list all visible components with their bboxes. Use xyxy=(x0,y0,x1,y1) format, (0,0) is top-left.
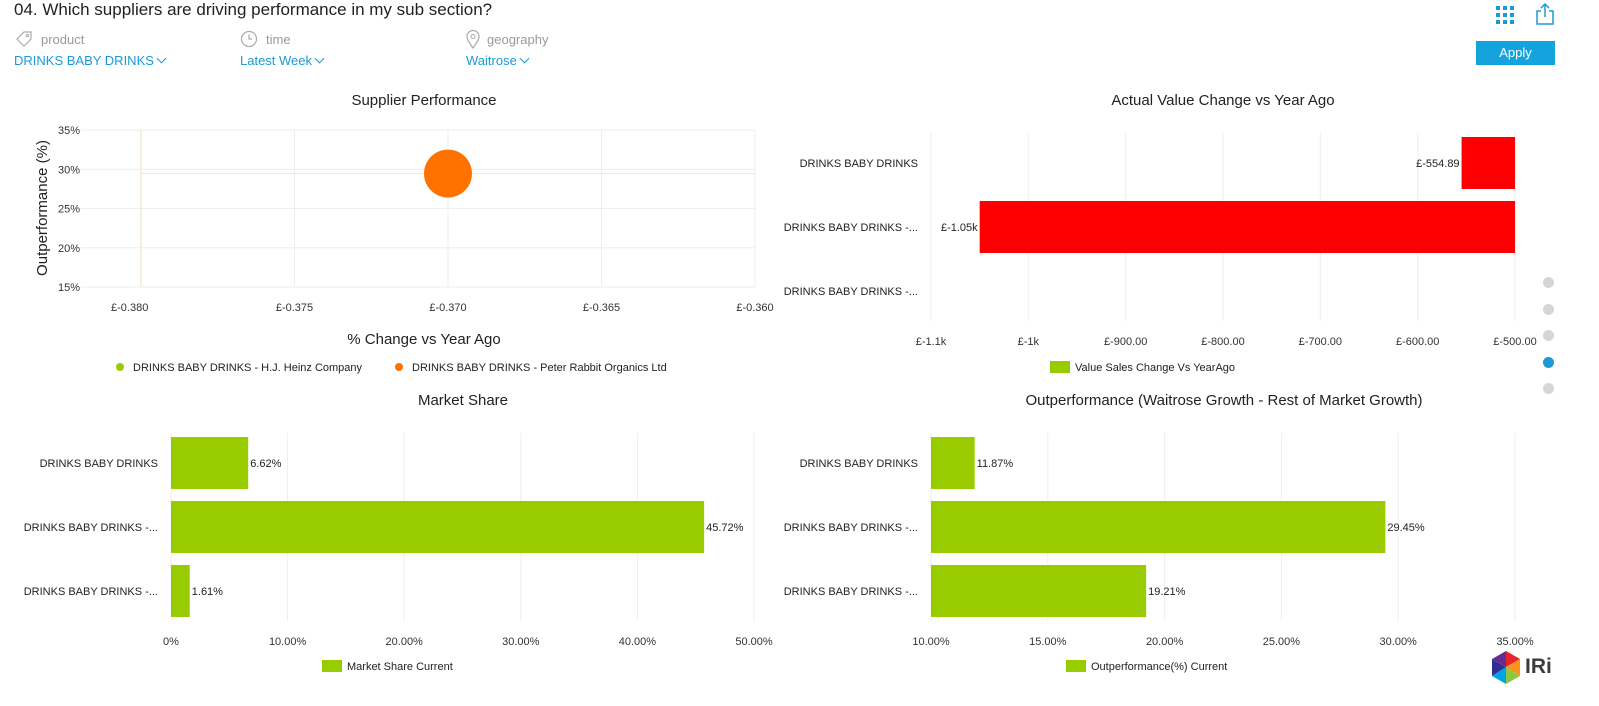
category-label: DRINKS BABY DRINKS -... xyxy=(24,586,158,598)
bar xyxy=(1461,137,1515,189)
x-tick-label: £-1k xyxy=(1018,336,1040,348)
y-tick-label: 15% xyxy=(58,282,80,294)
map-pin-icon xyxy=(465,29,481,54)
category-label: DRINKS BABY DRINKS xyxy=(40,458,158,470)
x-tick-label: 35.00% xyxy=(1496,636,1534,648)
geography-filter-dropdown[interactable]: Waitrose xyxy=(466,53,530,68)
y-tick-label: 30% xyxy=(58,164,80,176)
carousel-dot[interactable] xyxy=(1543,383,1554,394)
bar xyxy=(931,501,1386,553)
carousel-dot[interactable] xyxy=(1543,357,1554,368)
product-filter-label: product xyxy=(41,32,85,47)
data-label: 1.61% xyxy=(192,586,223,598)
market-share-title: Market Share xyxy=(417,392,509,409)
x-tick-label: £-500.00 xyxy=(1493,336,1536,348)
legend-label: DRINKS BABY DRINKS - Peter Rabbit Organi… xyxy=(412,362,667,374)
x-axis-title: % Change vs Year Ago xyxy=(347,331,500,348)
x-tick-label: 20.00% xyxy=(1146,636,1184,648)
carousel-dot[interactable] xyxy=(1543,304,1554,315)
scatter-point xyxy=(424,149,472,198)
bar xyxy=(171,501,705,553)
legend-marker xyxy=(1066,660,1086,672)
x-tick-label: 40.00% xyxy=(619,636,657,648)
x-tick-label: £-1.1k xyxy=(916,336,947,348)
geography-filter-label: geography xyxy=(487,32,549,47)
time-filter-label: time xyxy=(266,32,291,47)
time-filter-dropdown[interactable]: Latest Week xyxy=(240,53,325,68)
x-tick-label: £-0.380 xyxy=(111,302,148,314)
iri-logo-icon xyxy=(1490,650,1522,686)
page-title: 04. Which suppliers are driving performa… xyxy=(14,0,493,19)
x-tick-label: 10.00% xyxy=(269,636,307,648)
outperformance-chart: 10.00% 15.00% 20.00% 25.00% 30.00% 35.00% DRIN… xyxy=(784,433,1534,673)
value-change-title: Actual Value Change vs Year Ago xyxy=(1111,92,1335,109)
legend-marker xyxy=(116,363,124,371)
x-tick-label: £-800.00 xyxy=(1201,336,1244,348)
category-label: DRINKS BABY DRINKS -... xyxy=(24,522,158,534)
data-label: 6.62% xyxy=(250,458,281,470)
x-tick-label: £-0.375 xyxy=(276,302,313,314)
category-label: DRINKS BABY DRINKS -... xyxy=(784,586,918,598)
y-axis-title: Outperformance (%) xyxy=(34,140,51,276)
bar xyxy=(979,201,1515,253)
y-tick-label: 35% xyxy=(58,125,80,137)
legend-label: Market Share Current xyxy=(347,661,453,673)
market-share-chart: 0% 10.00% 20.00% 30.00% 40.00% 50.00% DRINKS B… xyxy=(24,433,773,673)
x-tick-label: £-0.370 xyxy=(429,302,466,314)
carousel-dot[interactable] xyxy=(1543,277,1554,288)
category-label: DRINKS BABY DRINKS -... xyxy=(784,286,918,298)
category-label: DRINKS BABY DRINKS -... xyxy=(784,522,918,534)
carousel-dot[interactable] xyxy=(1543,330,1554,341)
grid-menu-icon[interactable] xyxy=(1495,5,1515,30)
legend-marker xyxy=(322,660,342,672)
outperformance-title: Outperformance (Waitrose Growth - Rest o… xyxy=(1025,392,1423,409)
tag-icon xyxy=(15,30,33,53)
bar xyxy=(171,437,249,489)
x-tick-label: £-700.00 xyxy=(1299,336,1342,348)
product-filter-value: DRINKS BABY DRINKS xyxy=(14,53,154,68)
x-tick-label: £-900.00 xyxy=(1104,336,1147,348)
clock-icon xyxy=(240,30,258,53)
category-label: DRINKS BABY DRINKS xyxy=(800,458,918,470)
time-filter-value: Latest Week xyxy=(240,53,313,68)
x-tick-label: £-0.365 xyxy=(583,302,620,314)
x-tick-label: 25.00% xyxy=(1263,636,1301,648)
x-tick-label: 50.00% xyxy=(735,636,773,648)
x-tick-label: 20.00% xyxy=(386,636,424,648)
product-filter-dropdown[interactable]: DRINKS BABY DRINKS xyxy=(14,53,167,68)
data-label: £-554.89 xyxy=(1416,158,1459,170)
apply-button[interactable]: Apply xyxy=(1476,41,1555,65)
bar xyxy=(171,565,190,617)
data-label: 45.72% xyxy=(706,522,744,534)
legend-marker xyxy=(395,363,403,371)
category-label: DRINKS BABY DRINKS xyxy=(800,158,918,170)
y-tick-label: 20% xyxy=(58,243,80,255)
value-change-chart: £-1.1k £-1k £-900.00 £-800.00 £-700.00 £-600.… xyxy=(784,133,1537,374)
x-tick-label: £-600.00 xyxy=(1396,336,1439,348)
scatter-chart: £-0.380 £-0.375 £-0.370 £-0.365 £-0.360 15% 20… xyxy=(34,125,774,374)
x-tick-label: £-0.360 xyxy=(736,302,773,314)
supplier-performance-title: Supplier Performance xyxy=(351,92,497,109)
x-tick-label: 30.00% xyxy=(1380,636,1418,648)
data-label: 19.21% xyxy=(1148,586,1186,598)
legend-label: Value Sales Change Vs YearAgo xyxy=(1075,362,1235,374)
x-tick-label: 15.00% xyxy=(1029,636,1067,648)
y-tick-label: 25% xyxy=(58,204,80,216)
iri-logo-text: IRi xyxy=(1525,655,1552,678)
x-tick-label: 30.00% xyxy=(502,636,540,648)
data-label: £-1.05k xyxy=(941,222,978,234)
data-label: 11.87% xyxy=(977,458,1014,470)
share-icon[interactable] xyxy=(1535,2,1555,31)
legend-marker xyxy=(1050,361,1070,373)
legend-label: Outperformance(%) Current xyxy=(1091,661,1227,673)
bar xyxy=(931,565,1147,617)
x-tick-label: 0% xyxy=(163,636,179,648)
bar xyxy=(931,437,975,489)
category-label: DRINKS BABY DRINKS -... xyxy=(784,222,918,234)
x-tick-label: 10.00% xyxy=(912,636,950,648)
data-label: 29.45% xyxy=(1387,522,1425,534)
legend-label: DRINKS BABY DRINKS - H.J. Heinz Company xyxy=(133,362,363,374)
geography-filter-value: Waitrose xyxy=(466,53,517,68)
